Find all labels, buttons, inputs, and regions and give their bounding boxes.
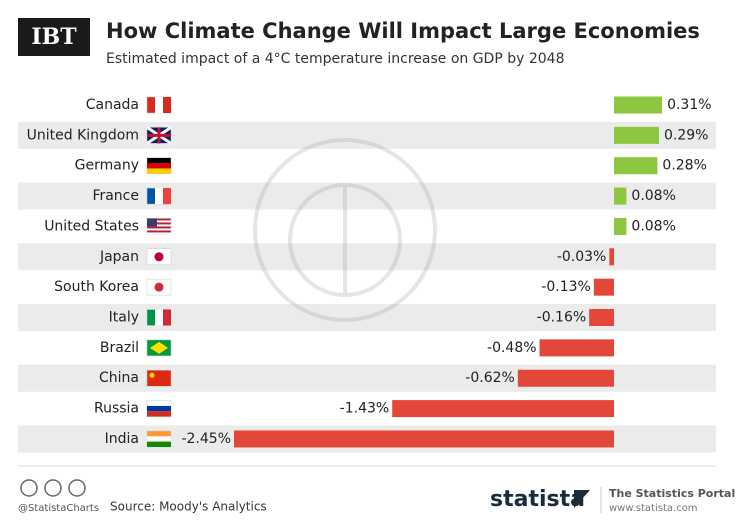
flag (146, 339, 172, 357)
row-band (18, 121, 716, 149)
row-band (18, 182, 716, 210)
flag-dot (154, 282, 164, 292)
flag-stripe (147, 220, 171, 223)
rows: Canada United Kingdom Germany France United … (18, 96, 716, 453)
flag (146, 96, 172, 114)
url: www.statista.com (609, 503, 698, 514)
bar (234, 430, 614, 448)
flag-stripe (147, 411, 171, 417)
value-label: -0.62% (465, 370, 515, 386)
flag (146, 430, 172, 448)
flag-stripe (155, 188, 163, 205)
flag-stripe (163, 97, 171, 113)
flag (146, 157, 172, 174)
flag (146, 400, 172, 417)
value-label: 0.29% (664, 127, 708, 143)
value-label: 0.31% (667, 97, 711, 113)
source: Source: Moody's Analytics (110, 500, 267, 514)
category-label: China (99, 370, 139, 386)
flag (146, 278, 172, 296)
category-label: Brazil (100, 340, 139, 356)
bar (392, 400, 614, 418)
category-label: Germany (75, 158, 139, 174)
flag-stripe (155, 309, 163, 326)
category-label: Russia (94, 401, 139, 417)
value-label: -1.43% (340, 401, 390, 417)
logo-box (18, 18, 90, 56)
portal: The Statistics Portal (609, 487, 735, 500)
flag-stripe (163, 309, 171, 326)
flag-stripe (147, 232, 171, 235)
brand: statista (490, 487, 585, 512)
flag-stripe (147, 436, 171, 442)
flag-stripe (147, 168, 171, 174)
flag-canton (147, 218, 157, 227)
bar (539, 339, 614, 357)
value-label: -0.16% (537, 310, 587, 326)
value-label: -0.13% (541, 279, 591, 295)
bar (614, 187, 627, 205)
logo: IBT (31, 24, 77, 50)
chart-title: How Climate Change Will Impact Large Eco… (106, 19, 700, 43)
flag-stripe (155, 97, 163, 113)
bar (614, 157, 658, 175)
illustration (253, 138, 437, 322)
flag-stripe (147, 441, 171, 447)
flag-diamond (150, 341, 168, 354)
category-label: Canada (86, 97, 139, 113)
flag-stripe (163, 188, 171, 205)
bar (609, 248, 614, 266)
bar (614, 96, 663, 114)
cc-icon (20, 479, 38, 497)
value-label: -0.48% (487, 340, 537, 356)
flag-dot (154, 252, 164, 262)
bar (614, 217, 627, 235)
value-label: 0.08% (631, 218, 675, 234)
category-label: France (92, 188, 139, 204)
flag-stripe (147, 224, 171, 227)
category-label: United States (44, 218, 139, 234)
flag-cross (147, 127, 171, 144)
category-label: Italy (109, 310, 139, 326)
row-band (18, 243, 716, 271)
brand-icon (574, 490, 590, 508)
flag-stripe (147, 405, 171, 412)
flag (146, 187, 172, 205)
flag-bg (146, 369, 172, 387)
flag-stripe (147, 163, 171, 169)
category-label: India (105, 431, 139, 447)
bar (589, 309, 614, 327)
bar (614, 126, 659, 144)
bar (593, 278, 614, 296)
flag-stripe (147, 228, 171, 231)
chart-subtitle: Estimated impact of a 4°C temperature in… (106, 51, 564, 67)
value-label: -0.03% (557, 249, 607, 265)
bars: 0.31% 0.29% 0.28% 0.08% 0.08% -0.03% -0.13% -0.… (181, 96, 712, 448)
handle: @StatistaCharts (18, 503, 99, 514)
category-label: United Kingdom (27, 127, 139, 143)
flag (146, 309, 172, 326)
by-icon (44, 479, 62, 497)
flag (146, 218, 172, 235)
value-label: -2.45% (181, 431, 231, 447)
value-label: 0.28% (662, 158, 706, 174)
value-label: 0.08% (631, 188, 675, 204)
category-label: Japan (99, 249, 139, 265)
nd-icon (68, 479, 86, 497)
bar (517, 369, 614, 387)
flag (146, 248, 172, 266)
flag (146, 126, 172, 145)
category-label: South Korea (54, 279, 139, 295)
flag (146, 369, 172, 387)
flag-star (149, 372, 155, 378)
